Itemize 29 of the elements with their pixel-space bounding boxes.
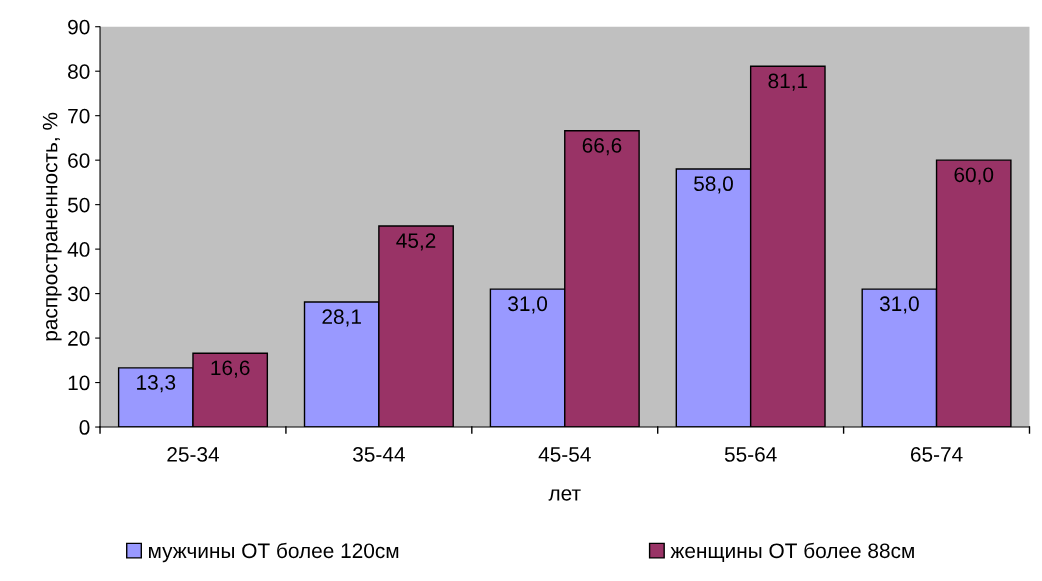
data-label: 31,0 xyxy=(508,296,548,314)
legend-label: женщины ОТ более 88см xyxy=(670,542,914,563)
y-tick-label: 40 xyxy=(67,242,90,257)
x-tick-label: 45-54 xyxy=(538,447,591,462)
x-tick-label: 55-64 xyxy=(724,447,777,462)
y-tick-label: 90 xyxy=(68,19,90,35)
x-tick-label: 25-34 xyxy=(167,447,220,462)
data-label: 13,3 xyxy=(137,375,176,393)
data-label: 31,0 xyxy=(879,296,919,314)
data-label: 58,0 xyxy=(694,176,733,194)
y-tick-label: 10 xyxy=(68,375,90,391)
y-tick-label: 20 xyxy=(68,331,90,346)
y-tick-label: 30 xyxy=(67,286,90,302)
y-tick-label: 0 xyxy=(79,420,90,435)
data-label: 66,6 xyxy=(582,138,622,156)
y-tick-label: 70 xyxy=(68,108,90,124)
y-axis-title: распространенность, % xyxy=(42,112,62,341)
x-axis-title: лет xyxy=(548,489,581,501)
data-label: 28,1 xyxy=(322,309,361,327)
x-tick-label: 65-74 xyxy=(910,447,963,462)
data-label: 60,0 xyxy=(954,167,994,185)
data-label: 81,1 xyxy=(768,73,808,91)
data-label: 45,2 xyxy=(396,233,436,251)
y-tick-label: 50 xyxy=(67,197,90,213)
y-tick-label: 80 xyxy=(68,64,90,79)
legend-label: мужчины ОТ более 120см xyxy=(148,542,399,563)
x-tick-label: 35-44 xyxy=(353,447,405,462)
data-label: 16,6 xyxy=(211,360,250,378)
y-tick-label: 60 xyxy=(68,153,90,168)
